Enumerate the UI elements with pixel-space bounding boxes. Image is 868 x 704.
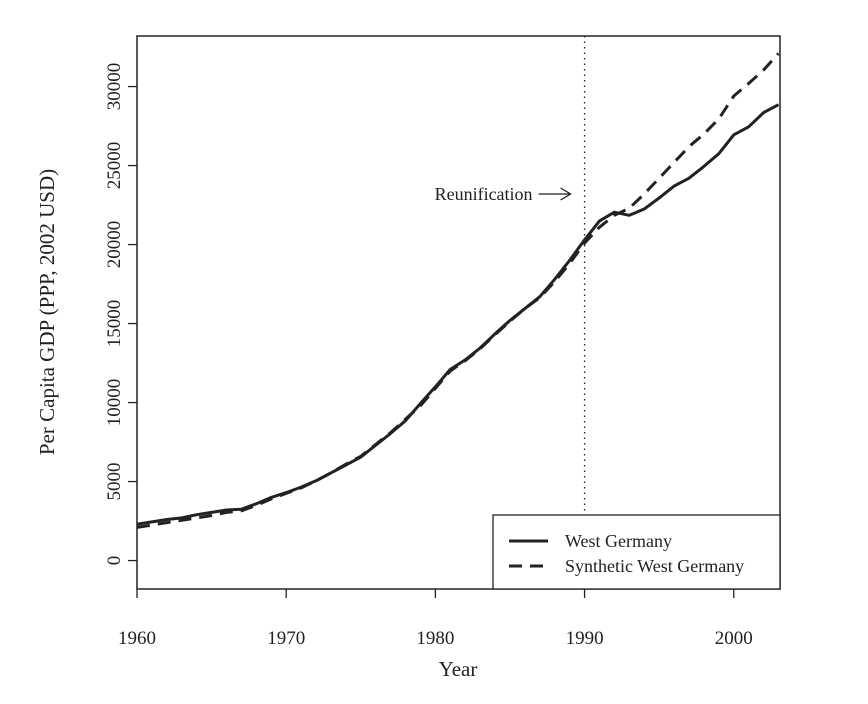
x-tick-label: 1990 [566, 628, 604, 649]
y-tick-label: 15000 [104, 300, 125, 348]
x-axis: 1960 1970 1980 1990 2000 [118, 589, 753, 649]
reunification-arrow [538, 187, 572, 201]
y-tick-label: 5000 [104, 463, 125, 501]
y-tick-label: 30000 [104, 63, 125, 111]
x-tick-label: 2000 [715, 628, 753, 649]
y-axis: 0 5000 10000 15000 20000 25000 30000 [104, 63, 137, 566]
y-tick-label: 10000 [104, 379, 125, 427]
reunification-label: Reunification [435, 184, 533, 204]
x-tick-label: 1960 [118, 628, 156, 649]
x-tick-label: 1980 [416, 628, 454, 649]
legend-label-synthetic-west-germany: Synthetic West Germany [565, 556, 744, 576]
x-axis-title: Year [439, 657, 478, 681]
legend-label-west-germany: West Germany [565, 531, 672, 551]
legend: West Germany Synthetic West Germany [492, 514, 781, 590]
legend-box [492, 514, 781, 590]
y-axis-title: Per Capita GDP (PPP, 2002 USD) [35, 169, 59, 455]
series-line-west-germany [136, 103, 780, 526]
series-line-synthetic-west-germany [136, 52, 780, 529]
plot-frame [136, 35, 781, 590]
y-tick-label: 0 [104, 556, 125, 566]
y-tick-label: 25000 [104, 142, 125, 190]
x-tick-label: 1970 [267, 628, 305, 649]
y-tick-label: 20000 [104, 221, 125, 269]
